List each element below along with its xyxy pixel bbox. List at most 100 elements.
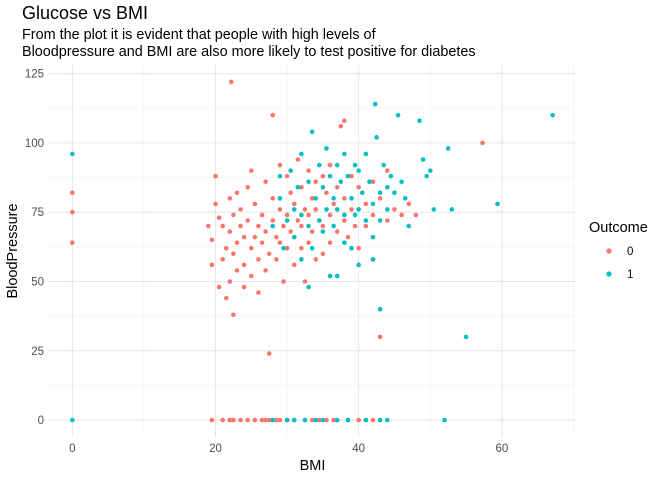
data-point-outcome-1 bbox=[417, 118, 422, 124]
y-axis-ticks: 0 25 50 75 100 125 bbox=[25, 69, 44, 427]
data-point-outcome-0 bbox=[234, 240, 240, 245]
data-point-outcome-0 bbox=[277, 207, 283, 212]
data-point-outcome-1 bbox=[345, 173, 351, 179]
x-tick-label: 20 bbox=[209, 443, 222, 455]
y-tick-label: 0 bbox=[38, 415, 44, 427]
data-point-outcome-0 bbox=[277, 417, 283, 423]
subtitle-line-1: From the plot it is evident that people … bbox=[22, 27, 376, 43]
data-point-outcome-0 bbox=[399, 212, 404, 218]
data-point-outcome-0 bbox=[281, 223, 286, 229]
data-point-outcome-1 bbox=[392, 190, 397, 196]
data-point-outcome-0 bbox=[377, 334, 383, 340]
data-point-outcome-1 bbox=[331, 196, 336, 201]
data-point-outcome-0 bbox=[220, 257, 225, 262]
data-point-outcome-0 bbox=[266, 417, 272, 423]
data-point-outcome-0 bbox=[291, 262, 297, 268]
data-point-outcome-1 bbox=[385, 207, 390, 212]
data-point-outcome-0 bbox=[263, 229, 268, 234]
data-point-outcome-0 bbox=[209, 262, 215, 268]
data-point-outcome-0 bbox=[227, 196, 233, 201]
data-point-outcome-0 bbox=[327, 162, 333, 168]
data-point-outcome-0 bbox=[327, 212, 333, 218]
data-point-outcome-0 bbox=[223, 295, 229, 301]
data-point-outcome-0 bbox=[306, 168, 311, 173]
data-point-outcome-0 bbox=[342, 196, 347, 201]
data-point-outcome-0 bbox=[370, 417, 376, 423]
data-point-outcome-1 bbox=[356, 262, 361, 268]
data-point-outcome-1 bbox=[70, 417, 75, 423]
data-point-outcome-0 bbox=[338, 123, 344, 129]
data-point-outcome-1 bbox=[370, 257, 376, 262]
data-point-outcome-1 bbox=[356, 207, 361, 212]
data-point-outcome-0 bbox=[480, 140, 485, 146]
data-point-outcome-1 bbox=[313, 196, 319, 201]
data-point-outcome-1 bbox=[299, 257, 304, 262]
data-point-outcome-0 bbox=[284, 212, 290, 218]
data-point-outcome-0 bbox=[345, 234, 351, 240]
data-point-outcome-0 bbox=[277, 240, 283, 245]
data-point-outcome-0 bbox=[241, 262, 247, 268]
data-point-outcome-0 bbox=[413, 212, 419, 218]
data-point-outcome-1 bbox=[427, 168, 433, 173]
data-point-outcome-0 bbox=[281, 279, 286, 284]
data-point-outcome-1 bbox=[302, 417, 308, 423]
data-point-outcome-1 bbox=[327, 173, 333, 179]
data-point-outcome-0 bbox=[216, 215, 222, 221]
data-point-outcome-0 bbox=[356, 184, 361, 190]
data-point-outcome-1 bbox=[363, 417, 369, 423]
legend: Outcome 0 1 bbox=[589, 220, 648, 281]
data-point-outcome-1 bbox=[306, 284, 311, 290]
data-point-outcome-1 bbox=[381, 162, 387, 168]
x-tick-label: 0 bbox=[69, 443, 75, 455]
y-tick-label: 100 bbox=[25, 138, 44, 150]
data-point-outcome-0 bbox=[238, 223, 243, 229]
data-point-outcome-0 bbox=[385, 168, 390, 173]
data-point-outcome-0 bbox=[263, 179, 268, 185]
data-point-outcome-0 bbox=[263, 268, 268, 273]
data-point-outcome-0 bbox=[70, 190, 75, 196]
data-point-outcome-0 bbox=[392, 207, 397, 212]
data-point-outcome-1 bbox=[342, 212, 347, 218]
data-point-outcome-0 bbox=[309, 196, 315, 201]
data-point-outcome-1 bbox=[402, 196, 408, 201]
data-point-outcome-1 bbox=[334, 207, 340, 212]
data-point-outcome-0 bbox=[320, 173, 326, 179]
data-point-outcome-0 bbox=[288, 229, 293, 234]
data-point-outcome-0 bbox=[274, 234, 279, 240]
data-point-outcome-0 bbox=[231, 251, 236, 257]
data-point-outcome-1 bbox=[367, 179, 372, 185]
data-point-outcome-0 bbox=[299, 184, 304, 190]
data-point-outcome-0 bbox=[259, 240, 265, 245]
data-point-outcome-0 bbox=[324, 417, 329, 423]
x-tick-label: 60 bbox=[495, 443, 508, 455]
data-point-outcome-0 bbox=[363, 201, 369, 207]
data-point-outcome-1 bbox=[270, 417, 276, 423]
data-point-outcome-1 bbox=[372, 101, 378, 107]
data-point-outcome-1 bbox=[395, 112, 401, 118]
data-point-outcome-1 bbox=[284, 218, 290, 223]
data-point-outcome-1 bbox=[431, 207, 437, 212]
y-axis-title: BloodPressure bbox=[5, 203, 21, 298]
data-point-outcome-0 bbox=[295, 218, 301, 223]
data-point-outcome-0 bbox=[216, 284, 222, 290]
data-point-outcome-1 bbox=[377, 417, 383, 423]
data-point-outcome-1 bbox=[70, 151, 75, 157]
data-point-outcome-0 bbox=[352, 223, 358, 229]
data-point-outcome-0 bbox=[241, 284, 247, 290]
data-point-outcome-0 bbox=[349, 207, 354, 212]
data-point-outcome-0 bbox=[356, 417, 361, 423]
data-point-outcome-0 bbox=[241, 234, 247, 240]
data-point-outcome-1 bbox=[550, 112, 555, 118]
data-point-outcome-1 bbox=[356, 168, 361, 173]
data-point-outcome-1 bbox=[370, 201, 376, 207]
data-point-outcome-0 bbox=[252, 234, 258, 240]
data-point-outcome-1 bbox=[309, 129, 315, 135]
data-point-outcome-0 bbox=[299, 245, 304, 251]
data-point-outcome-0 bbox=[245, 218, 251, 223]
data-point-outcome-1 bbox=[320, 184, 326, 190]
data-point-outcome-0 bbox=[284, 173, 290, 179]
data-point-outcome-0 bbox=[342, 218, 347, 223]
data-point-outcome-1 bbox=[345, 417, 351, 423]
data-point-outcome-0 bbox=[256, 223, 261, 229]
data-point-outcome-0 bbox=[234, 190, 240, 196]
